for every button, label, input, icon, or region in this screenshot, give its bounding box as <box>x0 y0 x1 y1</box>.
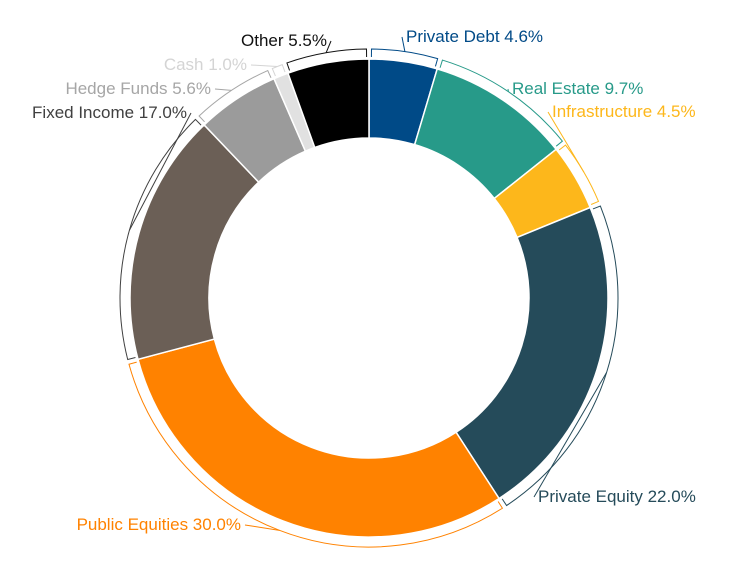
label-infrastructure: Infrastructure 4.5% <box>552 102 696 121</box>
slice-private-equity <box>455 206 609 500</box>
connector-private-equity <box>533 372 608 498</box>
label-hedge-funds: Hedge Funds 5.6% <box>65 79 211 98</box>
leader-public-equities <box>128 361 504 548</box>
slice-labels: Private Debt 4.6% Real Estate 9.7% Infrast… <box>32 27 696 534</box>
leader-other <box>286 48 368 71</box>
connector-private-debt <box>401 36 406 52</box>
label-real-estate: Real Estate 9.7% <box>512 79 643 98</box>
slice-other <box>287 58 370 149</box>
leader-private-debt <box>370 48 439 67</box>
label-cash: Cash 1.0% <box>164 55 247 74</box>
label-fixed-income: Fixed Income 17.0% <box>32 103 187 122</box>
connector-public-equities <box>244 524 280 531</box>
label-public-equities: Public Equities 30.0% <box>77 515 241 534</box>
connector-infrastructure <box>547 111 585 173</box>
leader-hedge-funds <box>198 69 272 123</box>
label-other: Other 5.5% <box>241 31 327 50</box>
slice-public-equities <box>137 338 501 538</box>
connector-other <box>325 40 332 53</box>
connector-cash <box>250 64 278 68</box>
label-private-equity: Private Equity 22.0% <box>538 487 696 506</box>
leader-lines <box>119 36 619 548</box>
connector-fixed-income <box>128 112 192 231</box>
label-private-debt: Private Debt 4.6% <box>406 27 543 46</box>
connector-hedge-funds <box>214 88 232 91</box>
donut-slices <box>129 58 609 538</box>
